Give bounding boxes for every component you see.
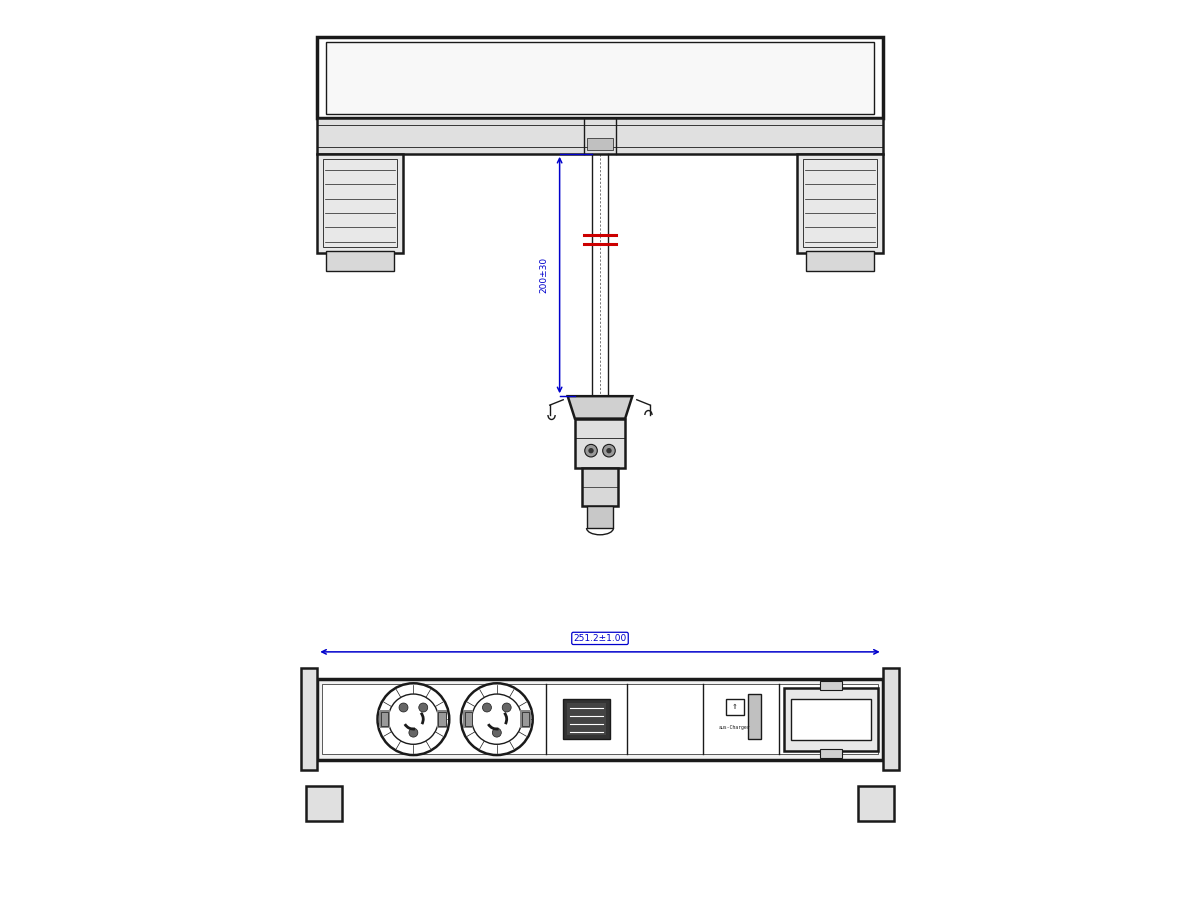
Circle shape (482, 703, 492, 712)
Bar (858, 787, 894, 821)
Circle shape (588, 448, 594, 454)
Bar (522, 712, 529, 726)
Circle shape (606, 448, 612, 454)
Bar (821, 680, 842, 689)
Bar (748, 694, 761, 739)
Bar (791, 698, 871, 740)
Bar (317, 154, 403, 253)
Bar (784, 688, 878, 751)
Circle shape (492, 728, 502, 737)
Bar (821, 749, 842, 758)
Bar (326, 251, 394, 271)
Bar (726, 698, 744, 715)
Bar (323, 159, 397, 248)
Circle shape (503, 703, 511, 712)
Text: 251.2±1.00: 251.2±1.00 (574, 634, 626, 643)
Bar (379, 710, 390, 728)
Bar (437, 710, 448, 728)
Bar (520, 710, 530, 728)
Circle shape (472, 694, 522, 744)
Bar (883, 668, 899, 770)
Bar (317, 118, 883, 154)
Bar (566, 703, 606, 735)
Bar (317, 37, 883, 118)
Circle shape (602, 445, 616, 457)
Circle shape (378, 683, 449, 755)
Circle shape (419, 703, 427, 712)
Bar (306, 787, 342, 821)
Bar (326, 41, 874, 113)
Bar (803, 159, 877, 248)
Bar (797, 154, 883, 253)
Text: ⇑: ⇑ (732, 704, 738, 709)
Circle shape (400, 703, 408, 712)
Bar (317, 679, 883, 760)
Bar (587, 506, 613, 528)
Bar (322, 684, 878, 754)
Circle shape (461, 683, 533, 755)
Bar (575, 418, 625, 468)
Bar (587, 138, 613, 150)
Bar (563, 699, 610, 739)
Bar (806, 251, 874, 271)
Bar (464, 712, 472, 726)
Circle shape (584, 445, 598, 457)
Circle shape (389, 694, 438, 744)
Text: 200±30: 200±30 (540, 257, 548, 293)
Polygon shape (568, 396, 632, 418)
Bar (301, 668, 317, 770)
Circle shape (409, 728, 418, 737)
Bar (438, 712, 445, 726)
Bar (382, 712, 389, 726)
Text: aus-Charger: aus-Charger (719, 724, 750, 730)
Bar (582, 468, 618, 506)
Bar (463, 710, 474, 728)
